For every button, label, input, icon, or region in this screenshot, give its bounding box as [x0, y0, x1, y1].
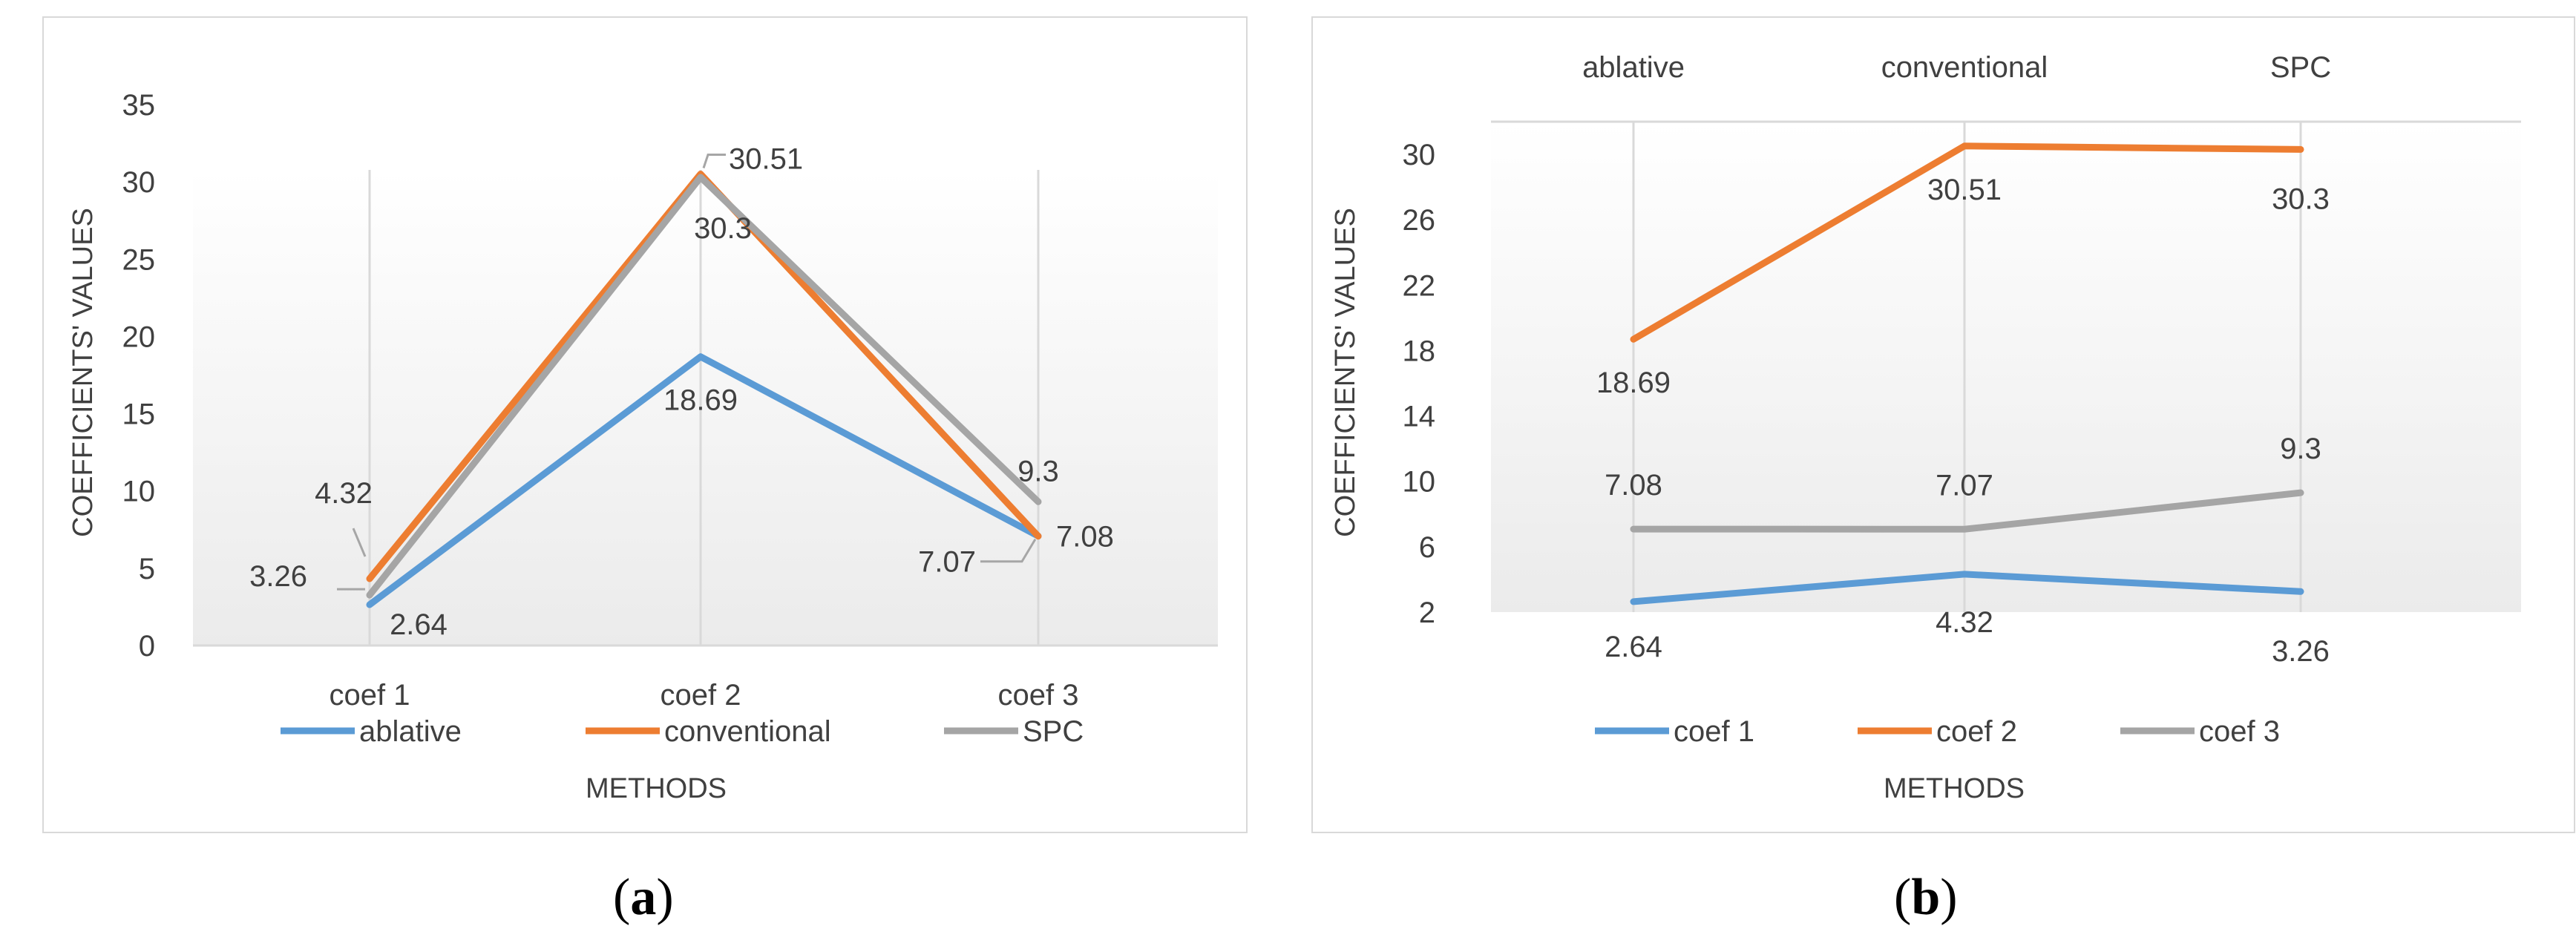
chart-b-y-axis-title: COEFFICIENTS' VALUES: [1330, 208, 1361, 537]
chart-a-leader-conventional-2: [980, 538, 1037, 563]
chart-b-y-tick-18: 18: [1403, 335, 1436, 367]
chart-b-data-label-coef-1-ablative: 2.64: [1605, 631, 1662, 663]
chart-b-data-label-coef-3-conventional: 7.07: [1936, 469, 1993, 502]
chart-b-series-line-coef-3: [1630, 489, 2304, 533]
chart-b-y-tick-26: 26: [1403, 204, 1436, 237]
chart-a-data-label-ablative-coef-2: 18.69: [663, 384, 738, 417]
chart-b-data-label-coef-1-conventional: 4.32: [1936, 606, 1993, 639]
chart-b-y-tick-6: 6: [1419, 531, 1435, 564]
chart-a-y-tick-15: 15: [122, 398, 156, 431]
line-chart-a: 0 5 10 15 20 25 30 35 coef 1 coef 2 coef 3 4.32 3.26…: [68, 89, 1218, 804]
chart-b-y-tick-10: 10: [1403, 466, 1436, 499]
chart-panel-b: 2 6 10 14 18 22 26 30 ablative conventional SPC 2.6…: [1311, 16, 2575, 833]
chart-a-data-label-conventional-coef-3: 7.07: [918, 546, 976, 579]
chart-a-category-label-coef-3: coef 3: [998, 679, 1079, 712]
chart-b-data-label-coef-3-ablative: 7.08: [1605, 469, 1662, 502]
chart-b-data-label-coef-1-spc: 3.26: [2272, 635, 2330, 668]
chart-b-legend-label-coef-1: coef 1: [1674, 715, 1754, 748]
chart-a-data-label-conventional-coef-1: 4.32: [315, 477, 373, 510]
chart-b-y-tick-30: 30: [1403, 139, 1436, 171]
chart-a-y-axis-title: COEFFICIENTS' VALUES: [68, 208, 99, 537]
chart-b-legend-label-coef-2: coef 2: [1936, 715, 2017, 748]
chart-a-plot-background: [193, 170, 1218, 646]
caption-a: (a): [613, 869, 674, 926]
chart-b-series-line-coef-1: [1630, 571, 2304, 605]
chart-b-data-label-coef-2-ablative: 18.69: [1596, 367, 1671, 399]
chart-a-y-tick-25: 25: [122, 243, 156, 276]
chart-a-legend-label-ablative: ablative: [359, 715, 462, 748]
chart-b-y-tick-2: 2: [1419, 597, 1435, 629]
chart-panel-a: 0 5 10 15 20 25 30 35 coef 1 coef 2 coef 3 4.32 3.26…: [42, 16, 1248, 833]
chart-b-category-label-ablative: ablative: [1582, 51, 1685, 84]
chart-a-data-label-spc-coef-3: 9.3: [1017, 455, 1059, 487]
chart-a-leader-conventional-0: [352, 528, 367, 557]
chart-b-category-label-spc: SPC: [2270, 51, 2331, 84]
chart-a-data-label-spc-coef-2: 30.3: [694, 212, 752, 245]
chart-a-y-tick-0: 0: [139, 630, 155, 663]
chart-a-y-tick-10: 10: [122, 476, 156, 508]
chart-a-series-line-spc: [366, 174, 1042, 599]
chart-a-y-tick-35: 35: [122, 89, 156, 122]
chart-b-y-tick-22: 22: [1403, 269, 1436, 302]
chart-a-legend-label-conventional: conventional: [664, 715, 831, 748]
chart-b-x-axis-title: METHODS: [1884, 773, 2025, 804]
chart-b-legend-label-coef-3: coef 3: [2199, 715, 2280, 748]
chart-a-data-label-ablative-coef-1: 2.64: [390, 608, 448, 641]
chart-b-series-line-coef-2: [1630, 142, 2304, 343]
chart-a-data-label-ablative-coef-3: 7.08: [1056, 521, 1114, 554]
chart-a-y-tick-5: 5: [139, 553, 155, 585]
chart-a-legend-label-spc: SPC: [1023, 715, 1084, 748]
chart-b-y-tick-14: 14: [1403, 401, 1436, 433]
chart-a-y-tick-30: 30: [122, 166, 156, 199]
chart-a-category-label-coef-2: coef 2: [661, 679, 741, 712]
chart-a-category-label-coef-1: coef 1: [330, 679, 410, 712]
caption-b: (b): [1894, 869, 1958, 926]
chart-b-category-label-conventional: conventional: [1881, 51, 2048, 84]
chart-b-data-label-coef-2-spc: 30.3: [2272, 183, 2330, 215]
chart-b-data-label-coef-2-conventional: 30.51: [1927, 174, 2002, 206]
chart-a-y-tick-20: 20: [122, 321, 156, 353]
chart-a-data-label-conventional-coef-2: 30.51: [729, 143, 803, 176]
chart-a-x-axis-title: METHODS: [586, 773, 727, 804]
chart-a-series-line-ablative: [366, 353, 1042, 608]
chart-a-leader-conventional-1: [702, 154, 726, 168]
chart-b-data-label-coef-3-spc: 9.3: [2280, 433, 2321, 465]
chart-a-data-label-spc-coef-1: 3.26: [249, 560, 307, 593]
